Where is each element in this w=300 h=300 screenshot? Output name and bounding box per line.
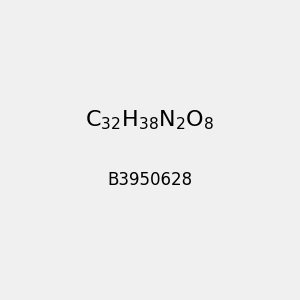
Text: C$_{32}$H$_{38}$N$_2$O$_8$: C$_{32}$H$_{38}$N$_2$O$_8$ <box>85 108 215 132</box>
Text: B3950628: B3950628 <box>107 171 193 189</box>
